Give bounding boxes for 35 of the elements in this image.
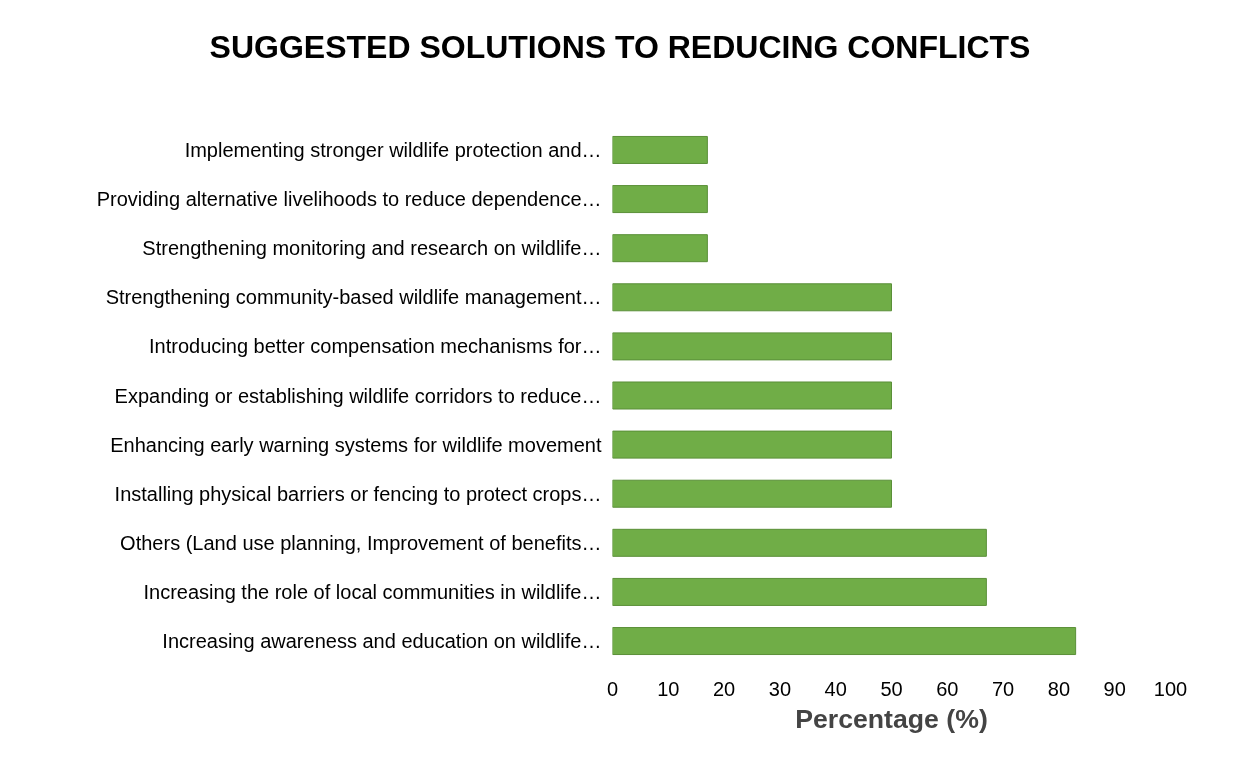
bar: [612, 135, 708, 164]
y-tick-label: Strengthening community-based wildlife management…: [105, 286, 602, 309]
x-tick-label: 100: [1153, 677, 1188, 700]
x-tick-label: 50: [880, 677, 903, 700]
x-tick-label: 80: [1047, 677, 1071, 700]
x-tick-label: 60: [936, 677, 959, 700]
y-tick-label: Installing physical barriers or fencing to protect crops…: [114, 482, 602, 505]
bar: [612, 430, 892, 459]
x-tick-label: 30: [768, 677, 792, 700]
chart-title: SUGGESTED SOLUTIONS TO REDUCING CONFLICTS: [209, 28, 1031, 67]
x-tick-label: 70: [991, 677, 1015, 700]
y-tick-label: Expanding or establishing wildlife corridors to reduce…: [114, 384, 602, 407]
y-tick-label: Enhancing early warning systems for wildlife movement: [110, 433, 602, 456]
x-tick-label: 90: [1103, 677, 1126, 700]
bar: [612, 185, 708, 214]
y-tick-label: Others (Land use planning, Improvement of benefits…: [120, 531, 602, 554]
x-tick-label: 10: [657, 677, 680, 700]
y-tick-label: Implementing stronger wildlife protection and…: [184, 138, 602, 161]
x-tick-label: 40: [824, 677, 847, 700]
y-tick-label: Increasing the role of local communities in wildlife…: [143, 580, 602, 603]
bar: [612, 479, 892, 508]
y-tick-label: Strengthening monitoring and research on wildlife…: [142, 237, 602, 260]
bar: [612, 234, 708, 263]
y-tick-label: Increasing awareness and education on wildlife…: [162, 630, 602, 653]
x-tick-label: 0: [606, 677, 619, 700]
x-tick-label: 20: [712, 677, 736, 700]
bar: [612, 577, 987, 606]
x-axis-title: Percentage (%): [795, 703, 988, 734]
bar: [612, 381, 892, 410]
bar: [612, 528, 987, 557]
bar: [612, 332, 892, 361]
y-tick-label: Introducing better compensation mechanisms for…: [149, 335, 602, 358]
y-tick-label: Providing alternative livelihoods to reduce dependence…: [96, 188, 602, 211]
bar: [612, 627, 1077, 656]
bar: [612, 283, 892, 312]
